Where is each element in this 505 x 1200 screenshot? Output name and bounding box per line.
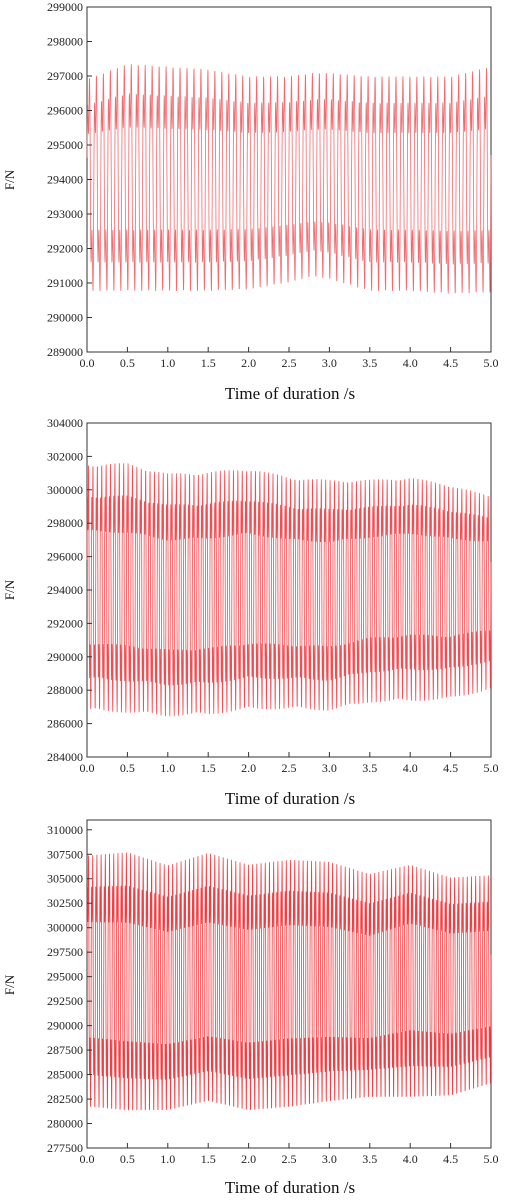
y-ticks-3: 277500 280000 282500 285000 287500 290000 2925… xyxy=(47,823,92,1155)
x-tick-label: 0.0 xyxy=(80,356,95,370)
y-tick-label: 297500 xyxy=(47,945,83,959)
y-axis-title-1: F/N xyxy=(2,169,17,190)
y-tick-label: 280000 xyxy=(47,1117,83,1131)
y-tick-label: 292000 xyxy=(47,242,83,256)
y-tick-label: 292500 xyxy=(47,994,83,1008)
x-tick-label: 1.0 xyxy=(160,761,175,775)
y-tick-label: 297000 xyxy=(47,69,83,83)
y-tick-label: 295000 xyxy=(47,138,83,152)
y-tick-label: 295000 xyxy=(47,970,83,984)
y-tick-label: 304000 xyxy=(47,416,83,430)
x-tick-label: 1.5 xyxy=(201,1152,216,1166)
y-axis-title-2: F/N xyxy=(2,579,17,600)
y-tick-label: 298000 xyxy=(47,516,83,530)
y-tick-label: 305000 xyxy=(47,872,83,886)
x-tick-label: 1.5 xyxy=(201,356,216,370)
y-tick-label: 298000 xyxy=(47,35,83,49)
x-tick-label: 4.5 xyxy=(443,761,458,775)
x-tick-label: 3.0 xyxy=(322,1152,337,1166)
y-tick-label: 288000 xyxy=(47,683,83,697)
chart-panel-1: 289000 290000 291000 292000 293000 294000 2950… xyxy=(2,0,499,403)
y-tick-label: 287500 xyxy=(47,1043,83,1057)
x-axis-title-1: Time of duration /s xyxy=(225,384,355,403)
y-tick-label: 292000 xyxy=(47,616,83,630)
y-tick-label: 294000 xyxy=(47,173,83,187)
x-tick-label: 1.0 xyxy=(160,356,175,370)
x-tick-label: 3.0 xyxy=(322,761,337,775)
series-group-1 xyxy=(86,64,492,294)
y-tick-label: 285000 xyxy=(47,1068,83,1082)
x-tick-label: 0.0 xyxy=(80,1152,95,1166)
x-tick-label: 0.5 xyxy=(120,761,135,775)
x-ticks-3: 0.0 0.5 1.0 1.5 2.0 2.5 3.0 3.5 4.0 4.5 5.0 xyxy=(80,1143,499,1166)
x-tick-label: 4.0 xyxy=(403,761,418,775)
x-tick-label: 0.5 xyxy=(120,1152,135,1166)
x-tick-label: 3.5 xyxy=(362,1152,377,1166)
y-tick-label: 291000 xyxy=(47,276,83,290)
y-tick-label: 294000 xyxy=(47,583,83,597)
x-tick-label: 3.5 xyxy=(362,761,377,775)
chart-panel-3: 277500 280000 282500 285000 287500 290000 2925… xyxy=(2,819,499,1197)
y-tick-label: 310000 xyxy=(47,823,83,837)
y-tick-label: 290000 xyxy=(47,650,83,664)
y-tick-label: 284000 xyxy=(47,750,83,764)
y-axis-title-3: F/N xyxy=(2,974,17,995)
y-tick-label: 299000 xyxy=(47,0,83,14)
x-tick-label: 0.5 xyxy=(120,356,135,370)
y-tick-label: 290000 xyxy=(47,311,83,325)
x-tick-label: 2.5 xyxy=(282,761,297,775)
x-tick-label: 5.0 xyxy=(484,1152,499,1166)
chart-panel-2: 284000 286000 288000 290000 292000 294000 2960… xyxy=(2,416,499,808)
x-tick-label: 4.0 xyxy=(403,1152,418,1166)
x-axis-title-2: Time of duration /s xyxy=(225,789,355,808)
y-tick-label: 290000 xyxy=(47,1019,83,1033)
x-axis-title-3: Time of duration /s xyxy=(225,1178,355,1197)
series-line xyxy=(86,64,492,294)
x-tick-label: 2.5 xyxy=(282,1152,297,1166)
y-tick-label: 289000 xyxy=(47,345,83,359)
x-ticks-2: 0.0 0.5 1.0 1.5 2.0 2.5 3.0 3.5 4.0 4.5 5.0 xyxy=(80,752,499,775)
x-tick-label: 1.0 xyxy=(160,1152,175,1166)
y-tick-label: 302500 xyxy=(47,896,83,910)
series-group-2 xyxy=(86,463,492,717)
y-tick-label: 296000 xyxy=(47,550,83,564)
x-tick-label: 5.0 xyxy=(484,356,499,370)
y-tick-label: 302000 xyxy=(47,449,83,463)
y-ticks-1: 289000 290000 291000 292000 293000 294000 2950… xyxy=(47,0,92,359)
x-tick-label: 4.5 xyxy=(443,356,458,370)
series-line xyxy=(86,463,492,717)
y-tick-label: 286000 xyxy=(47,717,83,731)
x-tick-label: 1.5 xyxy=(201,761,216,775)
y-tick-label: 277500 xyxy=(47,1141,83,1155)
y-tick-label: 296000 xyxy=(47,104,83,118)
x-ticks-1: 0.0 0.5 1.0 1.5 2.0 2.5 3.0 3.5 4.0 4.5 5.0 xyxy=(80,347,499,370)
x-tick-label: 3.5 xyxy=(362,356,377,370)
x-tick-label: 5.0 xyxy=(484,761,499,775)
series-line xyxy=(86,852,492,1111)
x-tick-label: 4.5 xyxy=(443,1152,458,1166)
y-tick-label: 293000 xyxy=(47,207,83,221)
y-tick-label: 307500 xyxy=(47,847,83,861)
x-tick-label: 0.0 xyxy=(80,761,95,775)
x-tick-label: 3.0 xyxy=(322,356,337,370)
x-tick-label: 2.5 xyxy=(282,356,297,370)
y-tick-label: 282500 xyxy=(47,1092,83,1106)
x-tick-label: 2.0 xyxy=(241,1152,256,1166)
x-tick-label: 2.0 xyxy=(241,761,256,775)
x-tick-label: 4.0 xyxy=(403,356,418,370)
y-tick-label: 300000 xyxy=(47,483,83,497)
y-ticks-2: 284000 286000 288000 290000 292000 294000 2960… xyxy=(47,416,92,764)
x-tick-label: 2.0 xyxy=(241,356,256,370)
series-group-3 xyxy=(86,852,492,1111)
y-tick-label: 300000 xyxy=(47,921,83,935)
